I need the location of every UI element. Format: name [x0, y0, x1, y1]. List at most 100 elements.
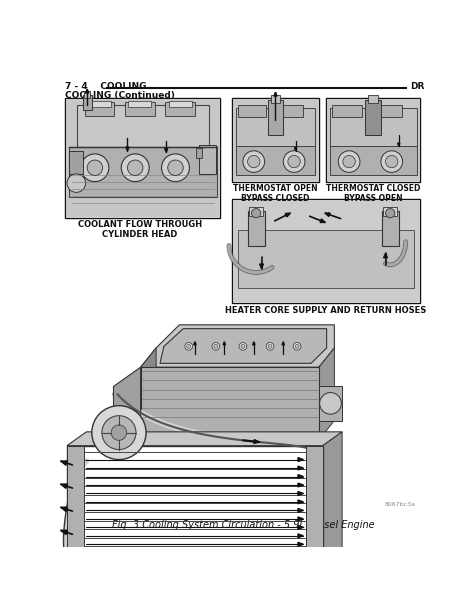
Circle shape	[128, 160, 143, 175]
Polygon shape	[113, 367, 141, 429]
Circle shape	[239, 343, 247, 350]
Bar	[236, 146, 315, 175]
Circle shape	[247, 156, 260, 168]
Polygon shape	[160, 328, 327, 363]
Polygon shape	[319, 348, 334, 440]
Bar	[368, 95, 378, 103]
Bar	[165, 102, 195, 116]
Circle shape	[288, 156, 300, 168]
Bar	[232, 98, 319, 181]
Bar	[84, 91, 90, 98]
Polygon shape	[253, 342, 255, 345]
Bar	[233, 200, 419, 303]
Circle shape	[162, 154, 190, 181]
Bar	[67, 446, 84, 561]
Polygon shape	[383, 253, 387, 258]
Circle shape	[214, 344, 218, 348]
Circle shape	[81, 154, 109, 181]
Bar	[365, 100, 381, 135]
Bar	[275, 105, 303, 117]
Circle shape	[87, 160, 103, 175]
Polygon shape	[323, 432, 342, 561]
Polygon shape	[61, 484, 67, 488]
Circle shape	[168, 160, 183, 175]
Circle shape	[243, 151, 264, 172]
Bar	[232, 199, 420, 303]
Bar	[65, 98, 220, 218]
Polygon shape	[61, 549, 67, 554]
Bar	[306, 446, 323, 561]
Bar	[88, 101, 111, 107]
Bar	[196, 148, 202, 157]
Polygon shape	[141, 367, 319, 440]
Circle shape	[268, 344, 272, 348]
Polygon shape	[164, 148, 168, 153]
Bar	[268, 100, 283, 135]
Circle shape	[319, 392, 341, 414]
Polygon shape	[61, 507, 67, 512]
Circle shape	[241, 344, 245, 348]
Polygon shape	[298, 517, 303, 521]
Polygon shape	[260, 264, 264, 269]
Circle shape	[293, 343, 301, 350]
Circle shape	[67, 174, 86, 192]
Bar	[330, 108, 417, 146]
Polygon shape	[298, 500, 303, 504]
Circle shape	[111, 425, 127, 440]
Polygon shape	[194, 342, 196, 345]
Circle shape	[92, 406, 146, 459]
Bar	[332, 105, 362, 117]
Polygon shape	[141, 325, 334, 367]
Polygon shape	[298, 534, 303, 538]
Bar	[327, 99, 419, 181]
Polygon shape	[223, 342, 226, 345]
Bar	[128, 101, 152, 107]
Polygon shape	[298, 483, 303, 487]
Polygon shape	[126, 147, 129, 151]
Circle shape	[185, 343, 192, 350]
Bar	[82, 95, 92, 110]
Polygon shape	[298, 491, 303, 495]
Polygon shape	[320, 219, 325, 223]
Circle shape	[381, 151, 402, 172]
Circle shape	[385, 156, 398, 168]
Circle shape	[121, 154, 149, 181]
Polygon shape	[398, 143, 400, 146]
Circle shape	[212, 343, 219, 350]
Polygon shape	[298, 525, 303, 530]
Bar	[199, 145, 216, 174]
Bar	[67, 446, 323, 561]
Bar	[249, 207, 263, 216]
Bar	[77, 105, 209, 147]
Bar	[66, 99, 219, 217]
Text: 8067bc3a: 8067bc3a	[385, 502, 416, 507]
Bar	[382, 211, 399, 245]
Bar	[326, 98, 420, 181]
Circle shape	[283, 151, 305, 172]
Bar	[69, 147, 217, 197]
Bar	[238, 230, 414, 288]
Polygon shape	[61, 461, 67, 466]
Polygon shape	[298, 466, 303, 470]
Bar	[271, 95, 280, 103]
Polygon shape	[285, 213, 290, 217]
Polygon shape	[282, 342, 284, 345]
Bar	[330, 146, 417, 175]
Bar	[247, 211, 264, 245]
Bar	[319, 386, 342, 421]
Circle shape	[385, 208, 395, 218]
Polygon shape	[298, 542, 303, 546]
Polygon shape	[254, 440, 259, 443]
Polygon shape	[298, 509, 303, 512]
Bar	[125, 102, 155, 116]
Polygon shape	[67, 432, 342, 446]
Bar	[233, 99, 318, 181]
Polygon shape	[141, 348, 156, 440]
Bar	[383, 207, 397, 216]
Polygon shape	[274, 92, 277, 96]
Bar	[373, 105, 402, 117]
Circle shape	[295, 344, 299, 348]
Polygon shape	[298, 475, 303, 478]
Circle shape	[338, 151, 360, 172]
Text: DR: DR	[410, 82, 425, 91]
